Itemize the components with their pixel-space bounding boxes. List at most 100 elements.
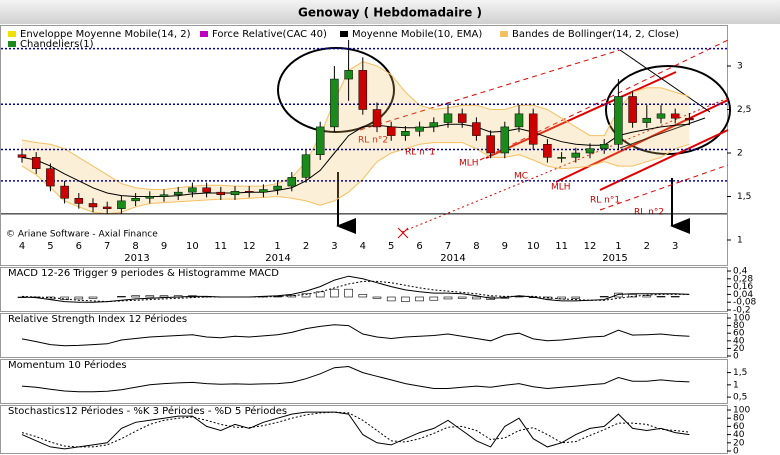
- annotation: RL n°2: [358, 136, 388, 146]
- candle-body: [273, 185, 282, 190]
- stoch-panel: [0, 405, 728, 454]
- signal-line: [21, 280, 690, 303]
- candle-body: [585, 148, 595, 154]
- x-tick-label: 9: [502, 241, 508, 252]
- candle-body: [429, 122, 439, 128]
- y-tick-label: -0,08: [733, 298, 757, 308]
- y-tick-label: 0,04: [733, 290, 753, 300]
- y-tick-label: 40: [733, 430, 745, 440]
- histogram-bar: [301, 293, 311, 298]
- x-tick-label: 8: [132, 241, 138, 252]
- candle-body: [117, 200, 126, 209]
- legend-swatch: [200, 31, 208, 37]
- histogram-bar: [443, 296, 453, 300]
- histogram-bar: [287, 295, 297, 298]
- candle-body: [74, 197, 84, 204]
- legend-swatch: [340, 31, 348, 37]
- y-tick-label: 0,5: [733, 393, 747, 403]
- x-tick-label: 11: [555, 241, 568, 252]
- annotation: RL n°2: [634, 208, 664, 218]
- main-panel: [0, 25, 728, 266]
- moving-average: [21, 123, 690, 197]
- y-tick-label: 0: [733, 352, 739, 362]
- candle-body: [486, 135, 495, 154]
- candle-body: [614, 96, 623, 145]
- macd-panel: [0, 267, 728, 312]
- histogram-bar: [472, 296, 481, 300]
- y-tick-label: 60: [733, 329, 745, 339]
- rsi-panel: [0, 313, 728, 358]
- candle-body: [31, 157, 41, 169]
- x-tick-label: 6: [76, 241, 82, 252]
- candle-body: [628, 96, 637, 123]
- footer: © Ariane Software - Axial Finance: [6, 230, 158, 240]
- macd-line: [21, 275, 690, 303]
- year-label: 2013: [124, 253, 149, 264]
- trend-line: [479, 39, 729, 161]
- legend-swatch: [500, 31, 508, 37]
- x-tick-label: 7: [445, 241, 451, 252]
- candle-body: [102, 206, 112, 209]
- x-tick-label: 4: [360, 241, 366, 252]
- histogram-bar: [670, 296, 680, 298]
- x-tick-label: 3: [331, 241, 337, 252]
- y-tick-label: 60: [733, 422, 745, 432]
- panel-title: Relative Strength Index 12 Périodes: [8, 313, 187, 325]
- year-label: 2014: [265, 253, 290, 264]
- candle-body: [642, 117, 652, 123]
- candle-body: [401, 131, 410, 136]
- histogram-bar: [131, 295, 140, 298]
- candle-body: [443, 113, 453, 123]
- x-tick-label: 1: [274, 241, 280, 252]
- trend-line: [359, 49, 621, 131]
- candle-body: [202, 187, 211, 193]
- histogram-bar: [145, 295, 155, 298]
- channel-line: [555, 99, 729, 183]
- x-tick-label: 10: [527, 241, 540, 252]
- histogram-bar: [429, 296, 439, 301]
- histogram-bar: [642, 295, 652, 298]
- annotation: RL n°1: [405, 148, 435, 158]
- x-tick-label: 10: [186, 241, 199, 252]
- y-tick-label: 0,28: [733, 274, 753, 284]
- annotation: MLH: [551, 183, 571, 193]
- legend-swatch: [8, 31, 16, 37]
- candle-body: [159, 194, 169, 197]
- x-tick-label: 12: [584, 241, 597, 252]
- histogram-bar: [315, 291, 325, 298]
- y-tick-label: 2,5: [737, 105, 751, 115]
- legend-label: Enveloppe Moyenne Mobile(14, 2): [20, 29, 191, 40]
- channel-line: [599, 129, 729, 191]
- trend-line: [619, 49, 711, 113]
- candle-body: [230, 191, 240, 196]
- bollinger-fill: [22, 61, 690, 214]
- y-tick-label: 3: [737, 62, 743, 72]
- candle-body: [514, 113, 524, 128]
- candle-body: [315, 126, 325, 155]
- trend-line: [619, 117, 706, 149]
- candle-body: [88, 203, 98, 208]
- candle-body: [557, 157, 566, 159]
- x-tick-label: 7: [104, 241, 110, 252]
- histogram-bar: [401, 296, 410, 302]
- year-label: 2015: [602, 253, 627, 264]
- candle-body: [670, 113, 680, 119]
- candle-body: [259, 189, 268, 193]
- candle-body: [216, 191, 226, 196]
- histogram-bar: [344, 288, 353, 298]
- y-tick-label: 0,16: [733, 282, 753, 292]
- x-tick-label: 11: [214, 241, 227, 252]
- y-tick-label: 1,5: [733, 368, 747, 378]
- histogram-bar: [457, 296, 467, 299]
- candle-body: [386, 126, 396, 136]
- y-tick-label: 1,5: [737, 192, 751, 202]
- candle-body: [131, 197, 140, 202]
- candle-body: [656, 113, 666, 119]
- x-tick-label: 5: [388, 241, 394, 252]
- legend-swatch: [8, 41, 16, 47]
- x-tick-label: 12: [243, 241, 256, 252]
- candle-body: [528, 113, 538, 145]
- candle-body: [330, 78, 339, 128]
- candle-body: [17, 154, 27, 158]
